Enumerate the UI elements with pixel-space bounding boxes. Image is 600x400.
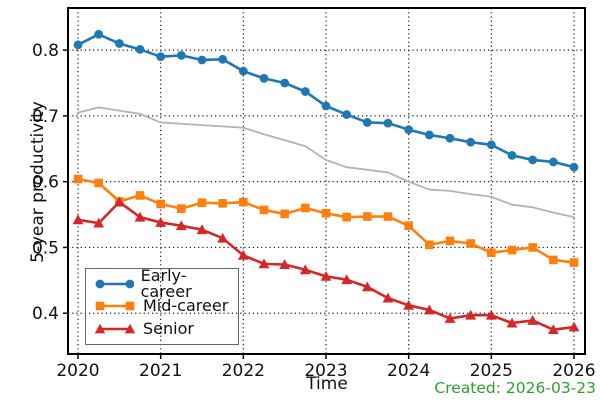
legend: Early-career Mid-career Senior — [85, 268, 239, 345]
y-tick-label: 0.8 — [32, 41, 59, 61]
legend-item-early-career: Early-career — [94, 268, 232, 300]
legend-item-mid-career: Mid-career — [94, 296, 232, 316]
tick-labels: 2020 2021 2022 2023 2024 2025 2026 0.4 0.5 0.6 0.7… — [32, 41, 596, 381]
mid-career-line-marker-icon — [95, 302, 135, 311]
legend-label-early-career: Early-career — [140, 266, 192, 302]
legend-label-senior: Senior — [143, 318, 194, 338]
y-tick-label: 0.6 — [32, 173, 59, 193]
x-tick-label: 2025 — [470, 361, 513, 381]
tick-marks — [63, 49, 575, 359]
x-tick-label: 2026 — [552, 361, 595, 381]
senior-line-marker-icon — [94, 323, 136, 334]
created-date-text: Created: 2026-03-23 — [434, 379, 596, 397]
y-tick-label: 0.4 — [32, 304, 59, 324]
x-tick-label: 2022 — [222, 361, 265, 381]
x-tick-label: 2021 — [139, 361, 182, 381]
x-tick-label: 2020 — [56, 361, 99, 381]
series-senior — [72, 196, 580, 335]
x-tick-label: 2023 — [304, 361, 347, 381]
early-career-line-marker-icon — [95, 279, 134, 289]
y-tick-label: 0.5 — [32, 238, 59, 258]
series-early-career — [73, 29, 579, 172]
series-mid-career — [73, 174, 579, 267]
legend-item-senior: Senior — [94, 319, 232, 339]
x-axis-label: Time — [306, 374, 348, 394]
x-tick-label: 2024 — [387, 361, 430, 381]
y-axis-label: 5-year productivity — [28, 101, 48, 263]
y-tick-label: 0.7 — [32, 107, 59, 127]
legend-label-mid-career: Mid-career — [143, 296, 229, 316]
series-unlabeled-trend — [77, 106, 575, 219]
